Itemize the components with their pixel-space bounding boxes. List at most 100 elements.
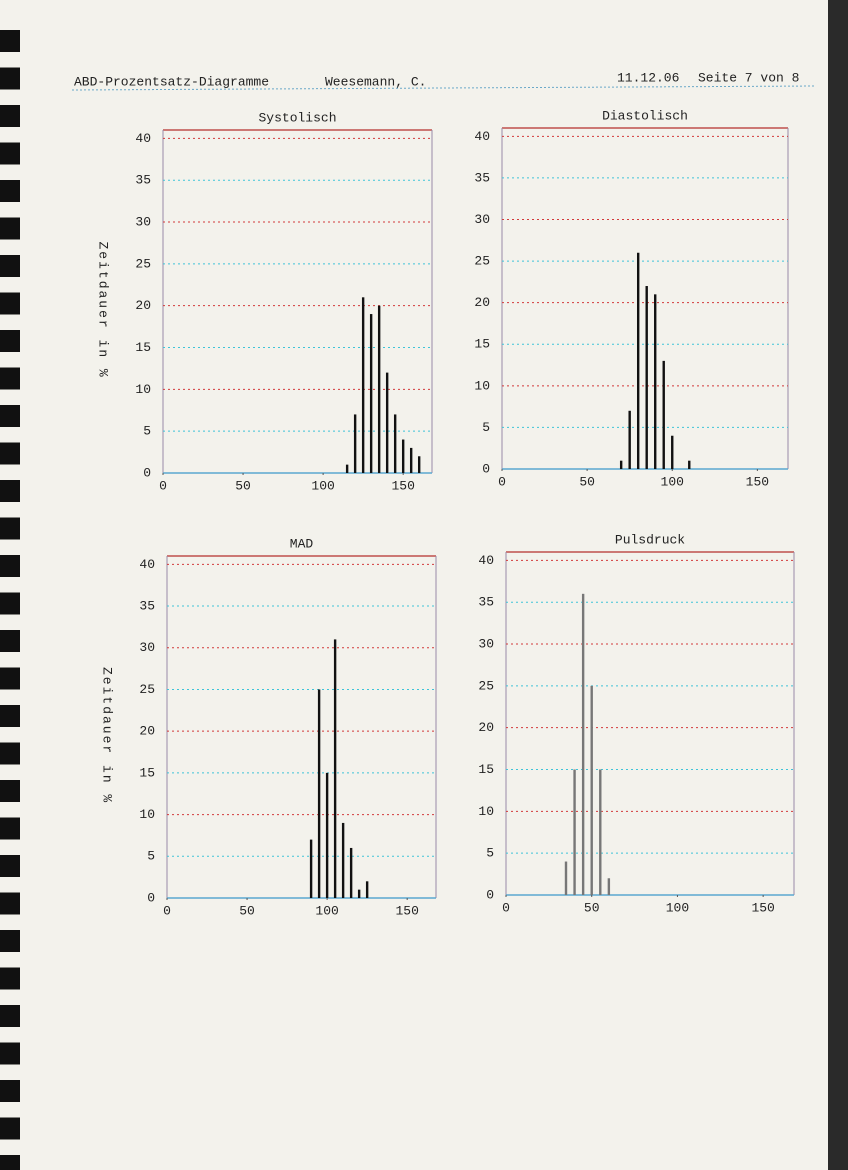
x-tick-label: 50 (239, 903, 255, 918)
bar (393, 414, 397, 473)
x-tick-label: 0 (163, 903, 171, 918)
header-date: 11.12.06 (617, 70, 679, 85)
bar (365, 881, 369, 898)
binding-hole (0, 1080, 20, 1102)
bar (353, 414, 357, 473)
chart-title: Systolisch (258, 110, 336, 125)
binding-hole (0, 1117, 20, 1140)
y-tick-label: 15 (139, 765, 155, 780)
binding-hole (0, 105, 20, 127)
binding-hole (0, 742, 20, 765)
binding (0, 30, 20, 1170)
y-tick-label: 0 (147, 890, 155, 905)
y-tick-label: 40 (478, 553, 494, 568)
x-tick-label: 100 (315, 903, 338, 918)
x-tick-label: 100 (661, 474, 684, 489)
binding-hole (0, 142, 20, 165)
x-tick-label: 0 (498, 474, 506, 489)
bar (581, 593, 585, 895)
y-tick-label: 15 (474, 337, 490, 352)
y-tick-label: 35 (135, 173, 151, 188)
header-page: Seite 7 von 8 (698, 70, 799, 85)
binding-hole (0, 67, 20, 90)
y-tick-label: 25 (139, 682, 155, 697)
bar (599, 769, 602, 895)
y-tick-label: 5 (482, 420, 490, 435)
binding-hole (0, 780, 20, 802)
binding-hole (0, 667, 20, 690)
y-axis-label: Zeitdauer in % (96, 242, 111, 379)
binding-hole (0, 630, 20, 652)
header-name: Weesemann, C. (325, 74, 426, 89)
binding-hole (0, 892, 20, 915)
y-tick-label: 0 (143, 465, 151, 480)
binding-hole (0, 930, 20, 952)
y-tick-label: 40 (135, 131, 151, 146)
chart-title: MAD (290, 536, 314, 551)
binding-hole (0, 180, 20, 202)
y-tick-label: 40 (474, 129, 490, 144)
x-tick-label: 50 (584, 900, 600, 915)
y-tick-label: 15 (478, 762, 494, 777)
y-tick-label: 35 (139, 598, 155, 613)
x-tick-label: 100 (311, 478, 334, 493)
y-tick-label: 5 (143, 424, 151, 439)
bar (636, 252, 640, 469)
binding-hole (0, 592, 20, 615)
bar (317, 689, 321, 898)
y-tick-label: 30 (474, 212, 490, 227)
x-tick-label: 100 (666, 900, 689, 915)
y-tick-label: 20 (135, 298, 151, 313)
y-tick-label: 10 (135, 382, 151, 397)
y-axis-label: Zeitdauer in % (100, 667, 115, 804)
y-tick-label: 20 (139, 724, 155, 739)
x-tick-label: 150 (751, 900, 774, 915)
binding-hole (0, 330, 20, 352)
bar (333, 639, 337, 898)
x-tick-label: 150 (395, 903, 418, 918)
bar (417, 456, 421, 473)
binding-hole (0, 817, 20, 840)
scan-edge (828, 0, 848, 1170)
binding-hole (0, 442, 20, 465)
binding-hole (0, 30, 20, 52)
bar (377, 305, 381, 473)
y-tick-label: 5 (147, 849, 155, 864)
y-tick-label: 10 (478, 804, 494, 819)
bar (564, 861, 568, 895)
bar (645, 286, 648, 469)
y-tick-label: 40 (139, 557, 155, 572)
binding-hole (0, 705, 20, 727)
binding-hole (0, 217, 20, 240)
x-tick-label: 0 (502, 900, 510, 915)
y-tick-label: 25 (474, 254, 490, 269)
bar (619, 460, 623, 469)
y-tick-label: 15 (135, 340, 151, 355)
bar (688, 460, 691, 469)
binding-hole (0, 1042, 20, 1065)
y-tick-label: 5 (486, 846, 494, 861)
bar (385, 372, 389, 473)
y-tick-label: 20 (474, 295, 490, 310)
bar (401, 439, 405, 473)
x-tick-label: 150 (746, 474, 769, 489)
binding-hole (0, 405, 20, 427)
y-tick-label: 35 (478, 595, 494, 610)
bar (345, 464, 349, 473)
y-tick-label: 30 (135, 214, 151, 229)
y-tick-label: 30 (139, 640, 155, 655)
y-tick-label: 0 (486, 887, 494, 902)
y-tick-label: 10 (474, 378, 490, 393)
header-title: ABD-Prozentsatz-Diagramme (74, 74, 269, 89)
bar (369, 314, 373, 473)
chart-title: Diastolisch (602, 108, 688, 123)
bar (325, 772, 329, 898)
binding-hole (0, 1005, 20, 1027)
y-tick-label: 25 (478, 678, 494, 693)
bar (349, 847, 353, 898)
x-tick-label: 50 (579, 474, 595, 489)
x-tick-label: 0 (159, 478, 167, 493)
bar (607, 878, 611, 895)
